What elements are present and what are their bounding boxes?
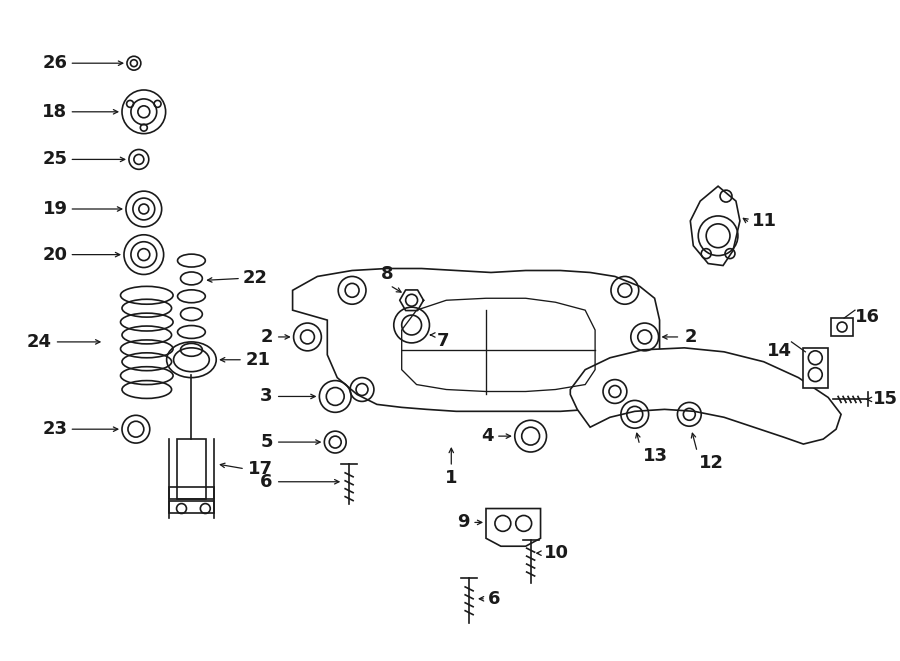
Bar (168, 500, 214, 512)
Text: 18: 18 (42, 103, 68, 121)
Text: 22: 22 (243, 270, 268, 288)
Text: 26: 26 (42, 54, 68, 72)
Text: 6: 6 (488, 590, 500, 608)
Text: 25: 25 (42, 151, 68, 169)
Text: 23: 23 (42, 420, 68, 438)
Polygon shape (292, 268, 660, 411)
Text: 3: 3 (260, 387, 273, 405)
Text: 15: 15 (873, 391, 898, 408)
Text: 10: 10 (544, 544, 569, 562)
Text: 19: 19 (42, 200, 68, 218)
Polygon shape (690, 186, 740, 266)
Text: 17: 17 (248, 460, 273, 478)
Text: 7: 7 (436, 332, 449, 350)
Text: 4: 4 (482, 427, 494, 445)
Text: 21: 21 (246, 351, 271, 369)
Bar (804, 348, 828, 387)
Text: 16: 16 (855, 308, 880, 326)
Text: 20: 20 (42, 246, 68, 264)
Text: 14: 14 (767, 342, 791, 360)
Text: 11: 11 (752, 212, 777, 230)
Polygon shape (486, 508, 541, 546)
Text: 2: 2 (684, 328, 697, 346)
Text: 1: 1 (445, 469, 457, 487)
Bar (168, 486, 214, 498)
Text: 5: 5 (260, 433, 273, 451)
Text: 8: 8 (381, 265, 393, 284)
Text: 24: 24 (27, 333, 51, 351)
Polygon shape (571, 348, 842, 444)
Text: 9: 9 (456, 514, 469, 531)
Bar (832, 318, 853, 336)
Text: 6: 6 (260, 473, 273, 490)
Text: 12: 12 (699, 454, 725, 472)
Text: 2: 2 (260, 328, 273, 346)
Bar (176, 439, 206, 498)
Text: 13: 13 (643, 447, 668, 465)
